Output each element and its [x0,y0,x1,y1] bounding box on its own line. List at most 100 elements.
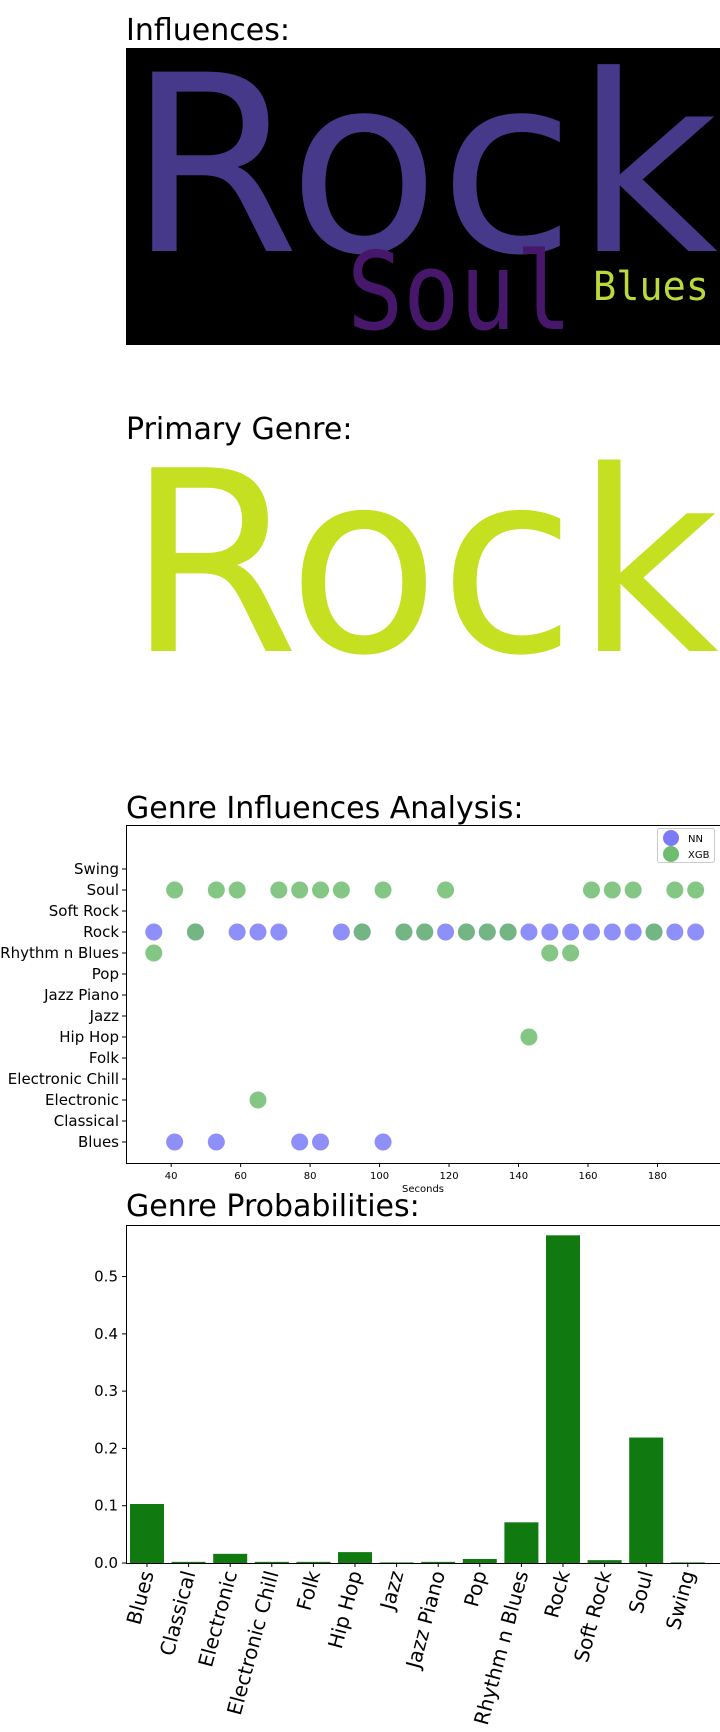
scatter-point-nn [375,1134,392,1151]
scatter-x-tick-label: 180 [648,1171,667,1182]
bar-pop [463,1559,497,1563]
bar-hip-hop [338,1552,372,1563]
bar-x-tick-label-jazz-piano: Jazz Piano [400,1568,450,1673]
scatter-x-tick-label: 80 [304,1171,317,1182]
scatter-point-xgb [604,882,621,899]
scatter-point-nn [562,924,579,941]
influences-heading: Influences: [126,16,290,46]
primary-genre-display: Rock [126,440,720,680]
scatter-point-xgb [291,882,308,899]
legend-marker-xgb [663,846,679,862]
scatter-point-nn [520,924,537,941]
scatter-point-xgb [354,924,371,941]
scatter-point-xgb [333,882,350,899]
scatter-legend: NN XGB [658,829,715,863]
bar-blues [130,1504,164,1563]
scatter-y-tick-label-rock: Rock [83,923,119,941]
scatter-point-xgb [375,882,392,899]
scatter-point-nn [291,1134,308,1151]
scatter-y-tick-label-classical: Classical [54,1112,119,1130]
scatter-point-xgb [687,882,704,899]
bar-y-tick-label: 0.3 [94,1382,118,1400]
scatter-point-xgb [583,882,600,899]
scatter-y-tick-label-blues: Blues [78,1133,119,1151]
scatter-x-tick-label: 120 [440,1171,459,1182]
scatter-point-nn [437,924,454,941]
bar-rhythm-n-blues [504,1522,538,1563]
scatter-x-tick-label: 140 [509,1171,528,1182]
scatter-point-nn [166,1134,183,1151]
scatter-point-nn [312,1134,329,1151]
scatter-point-xgb [666,882,683,899]
bar-electronic-chill [255,1562,289,1563]
scatter-point-xgb [500,924,517,941]
bar-soul [629,1438,663,1563]
scatter-point-xgb [250,1092,267,1109]
bar-y-tick-label: 0.5 [94,1268,118,1286]
genre-influences-scatter-chart: Blues Classical Electronic Electronic Chill… [0,820,720,1200]
bar-x-tick-label-hip-hop: Hip Hop [323,1568,367,1651]
bar-soft-rock [588,1560,622,1563]
word-cloud-word-soul: Soul [347,230,572,345]
bar-x-tick-label-pop: Pop [459,1568,492,1609]
bar-x-tick-label-rock: Rock [539,1568,575,1621]
scatter-x-tick-label: 40 [165,1171,178,1182]
bar-x-tick-label-soft-rock: Soft Rock [569,1568,617,1665]
scatter-point-xgb [229,882,246,899]
scatter-point-xgb [479,924,496,941]
scatter-point-xgb [625,882,642,899]
legend-marker-nn [663,830,679,846]
genre-probabilities-heading: Genre Probabilities: [126,1192,420,1222]
scatter-x-tick-label: 100 [370,1171,389,1182]
scatter-point-xgb [458,924,475,941]
scatter-point-nn [604,924,621,941]
bar-y-tick-label: 0.0 [94,1554,118,1572]
legend-label-xgb: XGB [688,850,710,861]
scatter-y-tick-label-folk: Folk [89,1049,119,1067]
scatter-point-xgb [166,882,183,899]
scatter-y-tick-label-electronic: Electronic [45,1091,119,1109]
bar-y-tick-label: 0.1 [94,1497,118,1515]
bar-rock [546,1235,580,1563]
bar-x-tick-label-soul: Soul [624,1568,658,1616]
bar-folk [296,1562,330,1563]
word-cloud-word-blues: Blues [593,264,709,310]
bar-y-tick-label: 0.2 [94,1439,118,1457]
scatter-point-xgb [145,945,162,962]
primary-genre-word: Rock [127,440,719,680]
scatter-point-nn [250,924,267,941]
scatter-y-tick-label-pop: Pop [92,965,119,983]
scatter-point-xgb [270,882,287,899]
scatter-point-xgb [312,882,329,899]
scatter-point-nn [229,924,246,941]
bar-x-tick-label-blues: Blues [121,1568,158,1627]
scatter-point-xgb [646,924,663,941]
scatter-point-xgb [395,924,412,941]
bar-jazz-piano [421,1562,455,1563]
scatter-point-xgb [437,882,454,899]
scatter-point-nn [145,924,162,941]
scatter-point-nn [208,1134,225,1151]
bar-x-tick-label-classical: Classical [155,1568,201,1658]
scatter-point-xgb [562,945,579,962]
legend-label-nn: NN [688,834,703,845]
bar-y-tick-label: 0.4 [94,1325,118,1343]
scatter-plot-frame [127,826,720,1164]
scatter-point-xgb [187,924,204,941]
scatter-y-tick-label-swing: Swing [74,860,119,878]
scatter-point-xgb [541,945,558,962]
bar-x-tick-label-jazz: Jazz [375,1568,409,1614]
scatter-point-nn [687,924,704,941]
scatter-y-tick-label-soul: Soul [87,881,119,899]
bar-classical [172,1562,206,1563]
scatter-y-tick-label-soft-rock: Soft Rock [49,902,120,920]
scatter-y-tick-label-jazz-piano: Jazz Piano [43,986,119,1004]
scatter-point-xgb [208,882,225,899]
scatter-point-nn [541,924,558,941]
scatter-y-tick-label-electronic-chill: Electronic Chill [8,1070,119,1088]
bar-x-tick-label-swing: Swing [661,1568,700,1632]
bar-electronic [213,1554,247,1563]
scatter-y-tick-label-jazz: Jazz [89,1007,119,1025]
scatter-point-nn [583,924,600,941]
